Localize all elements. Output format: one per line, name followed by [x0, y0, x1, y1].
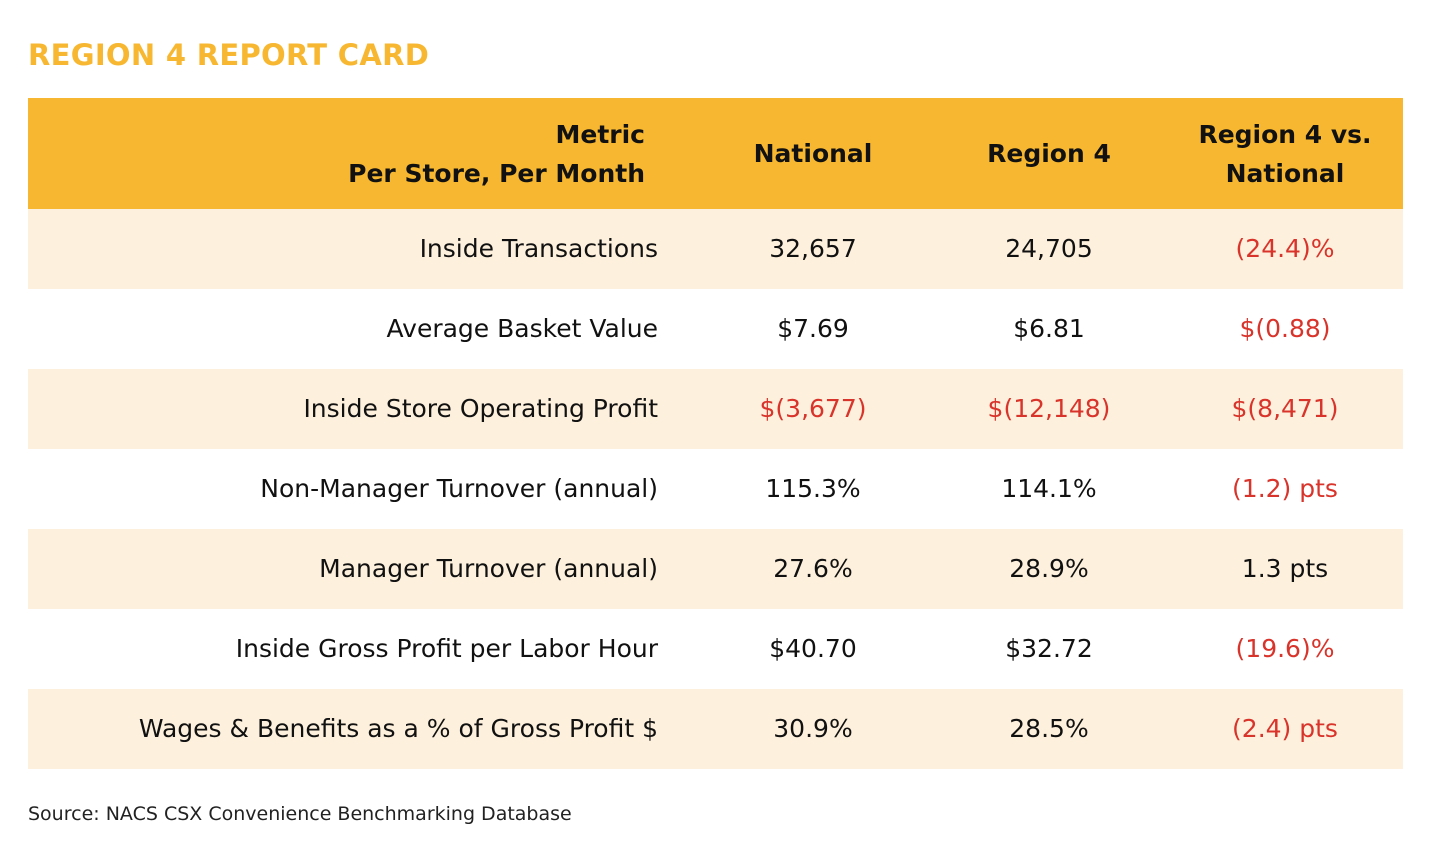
value-cell: $6.81 — [1013, 314, 1085, 343]
title: REGION 4 REPORT CARD — [28, 38, 430, 72]
table-row: Non-Manager Turnover (annual) 115.3% 114.1… — [28, 449, 1403, 529]
header-line: Metric — [555, 119, 645, 149]
table: Metric Per Store, Per Month National Region… — [28, 98, 1403, 771]
header-line: Region 4 — [987, 139, 1111, 168]
value-cell: (2.4) pts — [1232, 714, 1338, 743]
value-cell: 24,705 — [1005, 234, 1093, 263]
source-note: Source: NACS CSX Convenience Benchmarkin… — [28, 803, 572, 825]
value-cell: 114.1% — [1001, 474, 1097, 503]
table-row: Manager Turnover (annual) 27.6% 28.9% 1.3 p… — [28, 529, 1403, 609]
metric-cell: Wages & Benefits as a % of Gross Profit … — [138, 714, 658, 743]
table-row: Inside Store Operating Profit $(3,677) $(1… — [28, 369, 1403, 449]
value-cell: 30.9% — [773, 714, 853, 743]
table-row: Average Basket Value $7.69 $6.81 $(0.88) — [28, 289, 1403, 369]
header-cell: National — [663, 134, 963, 173]
header-line: Per Store, Per Month — [348, 158, 645, 188]
value-cell: $32.72 — [1005, 634, 1093, 663]
value-cell: 27.6% — [773, 554, 853, 583]
value-cell: (1.2) pts — [1232, 474, 1338, 503]
header-line: National — [753, 139, 873, 168]
value-cell: (24.4)% — [1235, 234, 1335, 263]
value-cell: 28.5% — [1009, 714, 1089, 743]
value-cell: $(8,471) — [1231, 394, 1339, 423]
table-row: Inside Gross Profit per Labor Hour $40.70… — [28, 609, 1403, 689]
value-cell: 28.9% — [1009, 554, 1089, 583]
metric-cell: Manager Turnover (annual) — [319, 554, 658, 583]
value-cell: $7.69 — [777, 314, 849, 343]
value-cell: $(3,677) — [759, 394, 867, 423]
value-cell: 115.3% — [765, 474, 861, 503]
value-cell: 1.3 pts — [1241, 554, 1329, 583]
value-cell: (19.6)% — [1235, 634, 1335, 663]
metric-cell: Non-Manager Turnover (annual) — [260, 474, 658, 503]
value-cell: $(12,148) — [987, 394, 1111, 423]
value-cell: $(0.88) — [1239, 314, 1331, 343]
value-cell: $40.70 — [769, 634, 857, 663]
header-cell: Metric Per Store, Per Month — [348, 115, 645, 193]
metric-cell: Inside Transactions — [419, 234, 658, 263]
header-cell: Region 4 vs. National — [1135, 115, 1431, 193]
header-line: National — [1225, 158, 1345, 188]
header-row: Metric Per Store, Per Month National Region… — [28, 98, 1403, 209]
table-row: Wages & Benefits as a % of Gross Profit … — [28, 689, 1403, 769]
value-cell: 32,657 — [769, 234, 857, 263]
metric-cell: Inside Store Operating Profit — [303, 394, 658, 423]
metric-cell: Inside Gross Profit per Labor Hour — [235, 634, 658, 663]
header-line: Region 4 vs. — [1198, 119, 1372, 149]
table-row: Inside Transactions 32,657 24,705 (24.4)% — [28, 209, 1403, 289]
metric-cell: Average Basket Value — [386, 314, 658, 343]
header-cell: Region 4 — [899, 134, 1199, 173]
